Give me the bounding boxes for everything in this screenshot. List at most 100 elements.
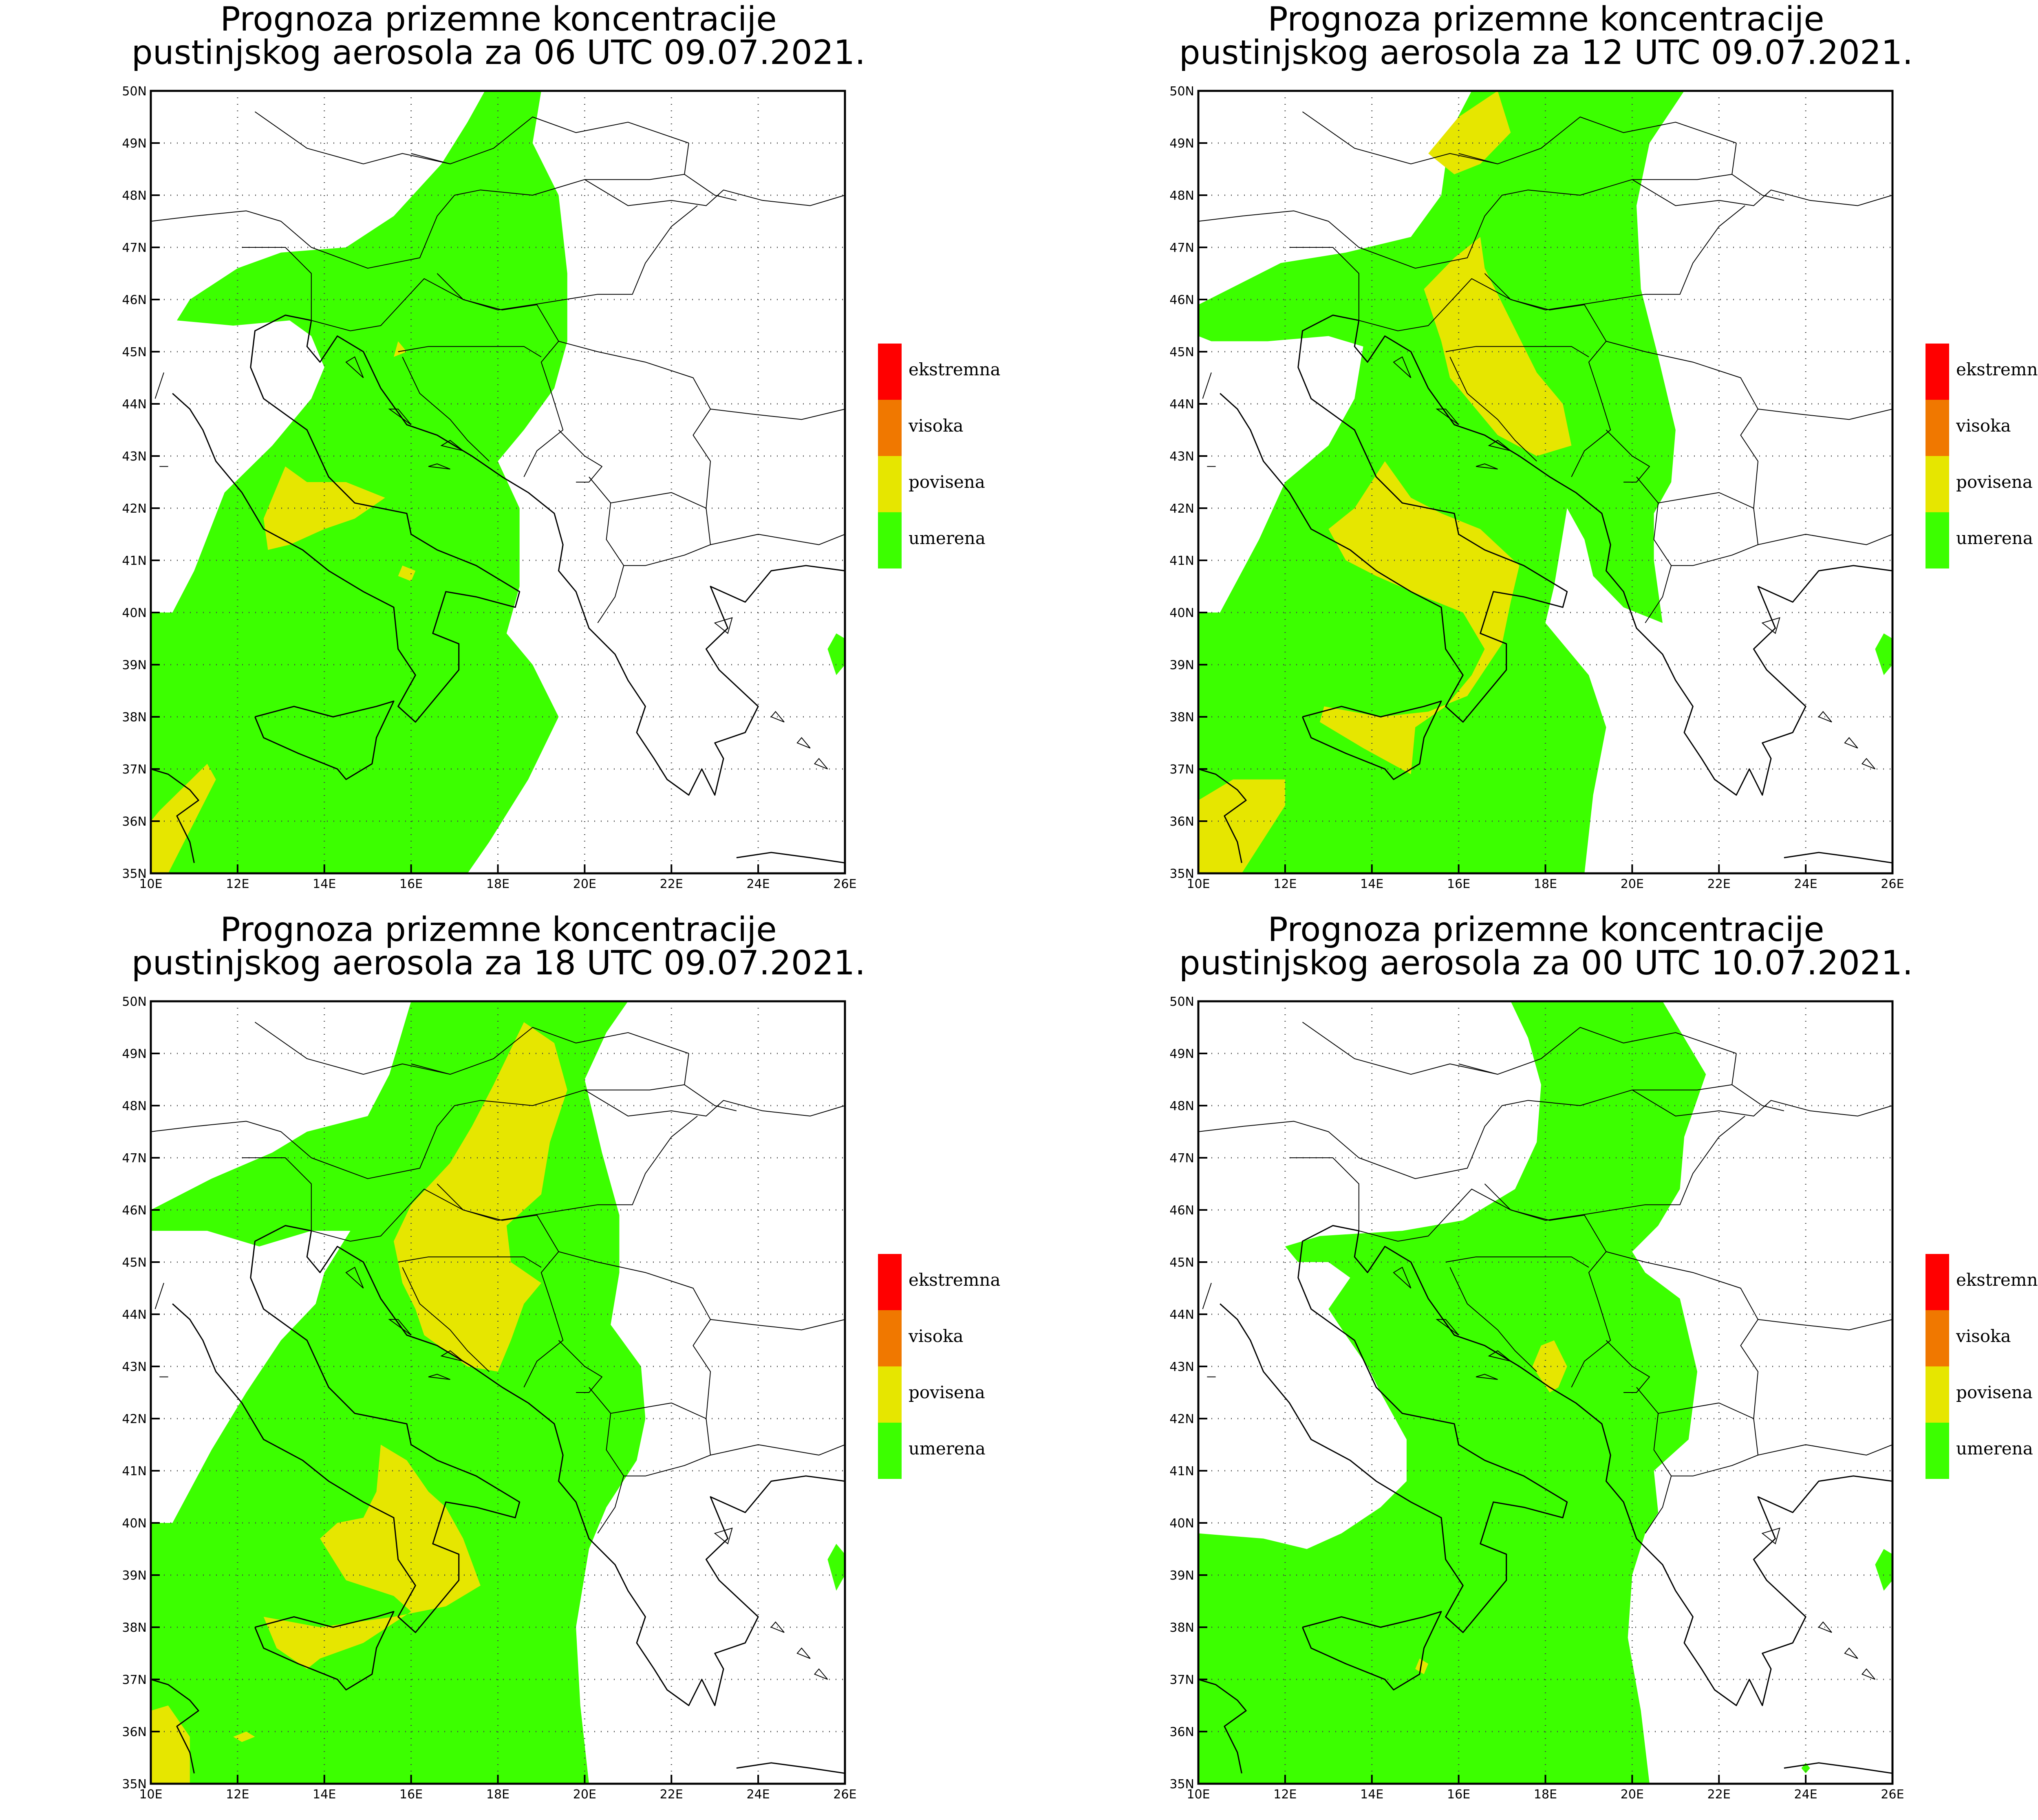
y-tick-label: 40N xyxy=(122,1516,147,1531)
legend: ekstremna visoka povisena umerena xyxy=(878,344,1001,568)
zone-povisena xyxy=(233,1732,255,1742)
y-tick-label: 47N xyxy=(122,241,147,255)
country-border xyxy=(558,1340,602,1393)
country-border xyxy=(411,117,689,165)
y-tick-label: 41N xyxy=(1169,1464,1194,1478)
country-border xyxy=(684,143,737,201)
y-tick-label: 37N xyxy=(1169,762,1194,777)
coastline xyxy=(1220,314,1568,723)
island-outline xyxy=(770,711,785,723)
country-border xyxy=(1636,1387,1672,1534)
country-border xyxy=(1658,492,1758,566)
y-tick-label: 44N xyxy=(1169,397,1194,412)
island-outline xyxy=(814,758,828,769)
legend-label: visoka xyxy=(908,416,964,436)
island-outline xyxy=(388,408,412,425)
panel-title-line1: Prognoza prizemne koncentracije xyxy=(1268,910,1824,949)
country-border xyxy=(242,247,312,321)
country-border xyxy=(1445,1256,1589,1268)
island-outline xyxy=(1393,1267,1412,1289)
panel-title-line2: pustinjskog aerosola za 12 UTC 09.07.202… xyxy=(1179,33,1913,72)
x-tick-label: 24E xyxy=(747,877,770,891)
y-tick-label: 49N xyxy=(122,137,147,151)
x-tick-label: 14E xyxy=(313,1787,336,1802)
x-tick-label: 26E xyxy=(833,877,856,891)
country-border xyxy=(584,179,845,206)
island-outline xyxy=(1844,737,1858,749)
coastline xyxy=(1784,1762,1892,1774)
coastline xyxy=(1302,1611,1442,1691)
y-tick-label: 35N xyxy=(122,867,147,881)
country-border xyxy=(151,1084,685,1179)
legend-swatch xyxy=(878,1310,902,1366)
country-border xyxy=(1484,1115,1745,1221)
zone-povisena xyxy=(394,341,407,357)
x-tick-label: 14E xyxy=(313,877,336,891)
country-border xyxy=(684,1053,737,1111)
zone-umerena xyxy=(827,633,845,675)
y-tick-label: 48N xyxy=(1169,1099,1194,1113)
y-tick-label: 44N xyxy=(122,1308,147,1322)
legend-swatch xyxy=(878,344,902,400)
panel-title-line1: Prognoza prizemne koncentracije xyxy=(220,910,776,949)
country-border xyxy=(1449,357,1537,462)
country-border xyxy=(1632,179,1892,206)
x-tick-label: 20E xyxy=(1621,1787,1644,1802)
coastline xyxy=(736,1762,845,1774)
y-tick-label: 42N xyxy=(1169,502,1194,516)
coastline xyxy=(1784,852,1892,864)
x-tick-label: 16E xyxy=(1447,1787,1470,1802)
y-tick-label: 44N xyxy=(122,397,147,412)
country-border xyxy=(1359,1188,1611,1388)
coastline xyxy=(1354,320,1892,796)
coastline xyxy=(306,320,845,796)
island-outline xyxy=(1476,1374,1498,1380)
panel-title-line2: pustinjskog aerosola za 00 UTC 10.07.202… xyxy=(1179,944,1913,983)
y-tick-label: 43N xyxy=(1169,1360,1194,1374)
country-border xyxy=(1636,476,1672,624)
coastline xyxy=(1198,1679,1247,1774)
island-outline xyxy=(440,440,463,452)
country-border xyxy=(710,408,845,420)
y-tick-label: 37N xyxy=(1169,1673,1194,1687)
x-tick-label: 22E xyxy=(1707,877,1731,891)
country-border xyxy=(558,430,602,483)
y-tick-label: 35N xyxy=(1169,867,1194,881)
map-area: 10E 12E 14E 16E 18E 20E 22E 24E 26E 35N 36N 37N 38N 3… xyxy=(1169,995,1904,1802)
x-tick-label: 22E xyxy=(660,1787,683,1802)
y-tick-label: 46N xyxy=(1169,1203,1194,1218)
legend-label: povisena xyxy=(1956,1382,2033,1402)
x-tick-label: 18E xyxy=(1534,1787,1557,1802)
zone-umerena xyxy=(151,91,567,873)
country-border xyxy=(1289,247,1359,321)
country-border xyxy=(311,1188,564,1388)
x-tick-label: 20E xyxy=(1621,877,1644,891)
country-border xyxy=(1731,1053,1784,1111)
country-border xyxy=(1758,408,1892,420)
country-border xyxy=(589,476,624,624)
island-outline xyxy=(1393,356,1412,378)
island-outline xyxy=(1488,1350,1511,1362)
island-outline xyxy=(770,1621,785,1633)
zone-povisena xyxy=(1320,461,1520,774)
x-tick-label: 24E xyxy=(1794,1787,1817,1802)
legend-swatch xyxy=(1926,344,1949,400)
country-border xyxy=(1202,1282,1212,1309)
legend-swatch xyxy=(878,512,902,568)
island-outline xyxy=(1861,758,1876,769)
x-tick-label: 12E xyxy=(1273,877,1297,891)
y-tick-label: 38N xyxy=(122,1621,147,1635)
legend: ekstremna visoka povisena umerena xyxy=(878,1254,1001,1479)
y-tick-label: 43N xyxy=(1169,449,1194,464)
legend-label: ekstremna xyxy=(909,1270,1001,1290)
country-border xyxy=(154,372,164,399)
island-outline xyxy=(1818,711,1832,723)
zone-povisena xyxy=(263,1445,481,1669)
island-outline xyxy=(714,617,733,634)
country-border xyxy=(254,1022,450,1075)
x-tick-label: 20E xyxy=(573,877,596,891)
map-area: 10E 12E 14E 16E 18E 20E 22E 24E 26E 35N 36N 37N 38N 3… xyxy=(122,84,856,891)
forecast-panel: Prognoza prizemne koncentracijepustinjsk… xyxy=(1169,910,2038,1802)
country-border xyxy=(402,357,490,462)
